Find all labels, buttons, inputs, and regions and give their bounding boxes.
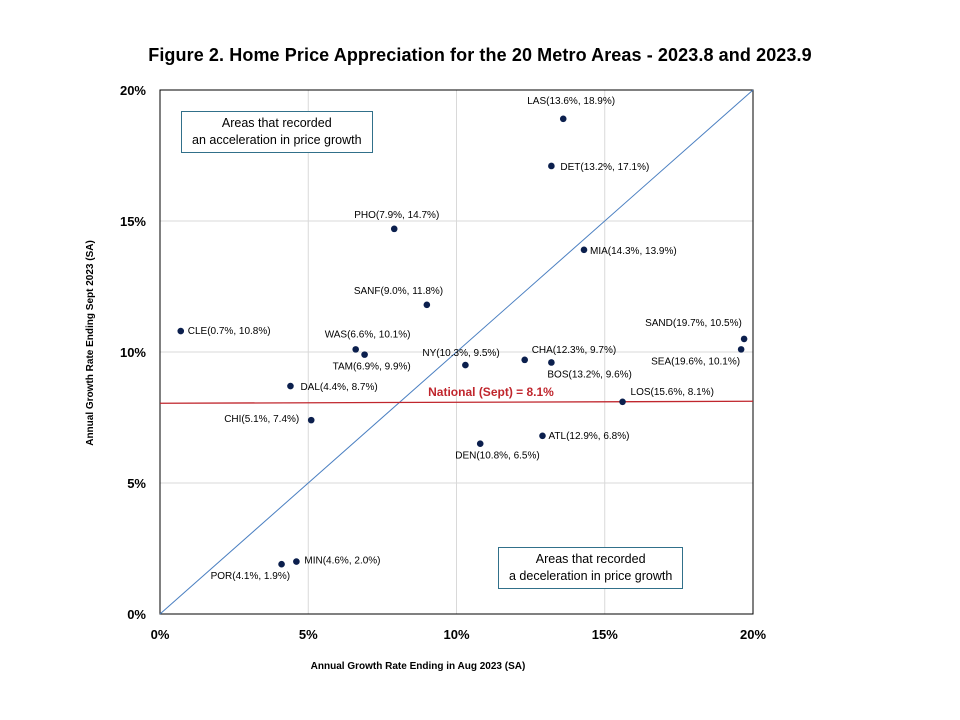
point-label: CHA(12.3%, 9.7%) — [532, 345, 616, 356]
annotation-line: Areas that recorded — [221, 116, 332, 130]
point-label: NY(10.3%, 9.5%) — [422, 348, 499, 359]
data-point — [423, 301, 431, 309]
data-point — [737, 346, 745, 353]
acceleration-annotation: Areas that recorded an acceleration in p… — [181, 111, 373, 153]
annotation-line: a deceleration in price growth — [509, 569, 673, 583]
x-tick-label: 15% — [592, 627, 618, 642]
data-point — [361, 351, 368, 358]
data-point — [293, 558, 300, 565]
y-axis-label: Annual Growth Rate Ending Sept 2023 (SA) — [85, 240, 96, 446]
data-point — [521, 356, 528, 364]
point-label: DAL(4.4%, 8.7%) — [300, 382, 377, 393]
point-label: CLE(0.7%, 10.8%) — [188, 326, 271, 337]
data-point — [307, 416, 315, 424]
data-point — [177, 327, 185, 335]
point-label: CHI(5.1%, 7.4%) — [224, 414, 299, 425]
point-label: SEA(19.6%, 10.1%) — [651, 356, 740, 367]
x-tick-label: 0% — [151, 627, 170, 642]
data-point — [548, 359, 555, 366]
data-points: LAS(13.6%, 18.9%) DET(13.2%, 17.1%) PHO(7.… — [177, 96, 748, 582]
y-tick-label: 15% — [120, 214, 146, 229]
annotation-line: an acceleration in price growth — [192, 133, 362, 147]
data-point — [580, 246, 588, 254]
data-point — [619, 398, 626, 406]
point-label: POR(4.1%, 1.9%) — [211, 571, 290, 582]
y-tick-label: 20% — [120, 83, 146, 98]
axis-ticks: 0% 5% 10% 15% 20% 0% 5% 10% 15% 20% — [120, 83, 766, 642]
chart-title: Figure 2. Home Price Appreciation for th… — [148, 45, 812, 65]
point-label: WAS(6.6%, 10.1%) — [325, 329, 411, 340]
x-tick-label: 20% — [740, 627, 766, 642]
data-point — [476, 440, 484, 448]
point-label: PHO(7.9%, 14.7%) — [354, 210, 439, 221]
x-axis-label: Annual Growth Rate Ending in Aug 2023 (S… — [311, 661, 526, 672]
diagonal-reference-line — [159, 89, 754, 615]
y-tick-label: 0% — [127, 607, 146, 622]
annotation-line: Areas that recorded — [535, 552, 646, 566]
deceleration-annotation: Areas that recorded a deceleration in pr… — [498, 547, 684, 589]
data-point — [278, 560, 285, 568]
point-label: LOS(15.6%, 8.1%) — [631, 387, 714, 398]
point-label: BOS(13.2%, 9.6%) — [547, 369, 631, 380]
data-point — [352, 346, 359, 353]
point-label: SANF(9.0%, 11.8%) — [354, 286, 443, 297]
data-point — [287, 382, 294, 390]
data-point — [740, 335, 748, 343]
point-label: SAND(19.7%, 10.5%) — [645, 318, 742, 329]
x-tick-label: 10% — [443, 627, 469, 642]
y-tick-label: 10% — [120, 345, 146, 360]
data-point — [462, 361, 469, 369]
point-label: DEN(10.8%, 6.5%) — [455, 451, 539, 462]
point-label: TAM(6.9%, 9.9%) — [333, 362, 411, 373]
data-point — [548, 162, 555, 170]
national-line — [159, 400, 754, 404]
national-label: National (Sept) = 8.1% — [428, 385, 554, 399]
point-label: LAS(13.6%, 18.9%) — [527, 96, 615, 107]
point-label: DET(13.2%, 17.1%) — [560, 162, 649, 173]
data-point — [559, 115, 567, 123]
point-label: MIN(4.6%, 2.0%) — [304, 556, 380, 567]
point-label: ATL(12.9%, 6.8%) — [548, 431, 629, 442]
plot-area — [159, 89, 754, 615]
data-point — [390, 225, 398, 233]
point-label: MIA(14.3%, 13.9%) — [590, 246, 677, 257]
data-point — [539, 432, 546, 440]
x-tick-label: 5% — [299, 627, 318, 642]
y-tick-label: 5% — [127, 476, 146, 491]
